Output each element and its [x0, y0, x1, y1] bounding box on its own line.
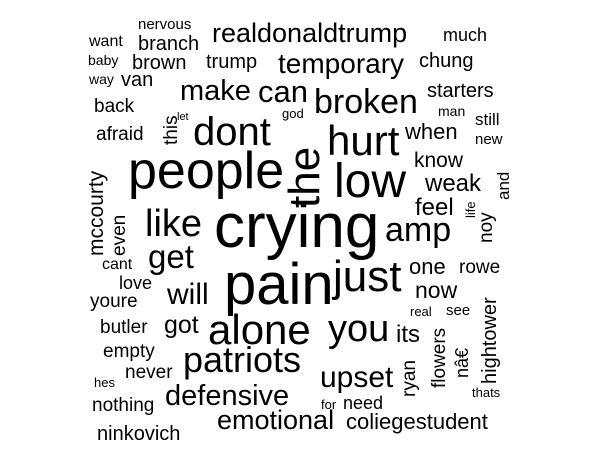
word-trump: trump: [206, 51, 258, 73]
word-you: you: [328, 308, 390, 350]
word-its: its: [396, 321, 420, 348]
word-butler: butler: [100, 317, 148, 338]
word-rowe: rowe: [459, 257, 501, 278]
word-amp: amp: [385, 211, 452, 249]
word-defensive: defensive: [165, 380, 290, 412]
word-real: real: [410, 304, 432, 319]
word-coliegestudent: coliegestudent: [346, 409, 488, 434]
word-just: just: [333, 252, 402, 301]
word-flowers: flowers: [429, 327, 450, 388]
word-way: way: [89, 71, 114, 87]
word-nothing: nothing: [92, 395, 155, 416]
word-people: people: [128, 142, 285, 200]
word-ryan: ryan: [399, 360, 420, 397]
word-patriots: patriots: [183, 339, 302, 380]
word-man: man: [438, 103, 466, 119]
word-know: know: [414, 149, 464, 172]
word-the: the: [280, 146, 329, 208]
word-this: this: [161, 115, 182, 145]
word-low: low: [334, 155, 407, 208]
word-crying: crying: [214, 192, 380, 261]
word-weak: weak: [425, 170, 482, 197]
word-make: make: [180, 75, 251, 107]
word-back: back: [94, 96, 135, 117]
word-temporary: temporary: [278, 48, 405, 79]
word-new: new: [475, 131, 503, 148]
word-like: like: [145, 203, 203, 245]
word-baby: baby: [88, 52, 119, 68]
word-hes: hes: [94, 375, 115, 390]
word-let: let: [177, 111, 189, 123]
word-one: one: [409, 254, 446, 279]
word-cant: cant: [102, 256, 133, 273]
word-will: will: [167, 278, 209, 311]
word-ninkovich: ninkovich: [97, 423, 181, 445]
word-still: still: [475, 110, 500, 129]
word-thats: thats: [472, 385, 501, 400]
word-dont: dont: [193, 110, 271, 154]
word-pain: pain: [224, 252, 334, 317]
word-nervous: nervous: [138, 16, 192, 33]
word-and: and: [494, 171, 513, 200]
word-chung: chung: [419, 50, 474, 72]
word-feel: feel: [415, 194, 454, 221]
word-afraid: afraid: [96, 124, 144, 145]
word-branch: branch: [138, 33, 200, 55]
word-now: now: [415, 277, 458, 303]
word-even: even: [109, 214, 130, 256]
word-empty: empty: [103, 341, 155, 362]
word-see: see: [446, 302, 471, 319]
word-broken: broken: [314, 83, 418, 121]
word-mccourty: mccourty: [85, 170, 108, 256]
word-much: much: [443, 25, 488, 45]
word-upset: upset: [320, 361, 394, 394]
word-love: love: [119, 273, 153, 293]
word-brown: brown: [132, 52, 187, 74]
word-youre: youre: [90, 291, 138, 312]
word-noy: noy: [476, 212, 497, 243]
word-got: got: [164, 311, 199, 339]
word-starters: starters: [427, 80, 494, 102]
word-need: need: [343, 393, 384, 413]
word-na: nâ€: [452, 347, 472, 378]
word-get: get: [148, 238, 194, 275]
word-god: god: [282, 106, 304, 121]
word-emotional: emotional: [217, 405, 335, 435]
word-hurt: hurt: [327, 117, 400, 164]
word-realdonaldtrump: realdonaldtrump: [212, 18, 408, 48]
word-van: van: [121, 69, 154, 91]
word-never: never: [125, 362, 173, 383]
word-want: want: [89, 33, 123, 50]
word-for: for: [321, 397, 337, 412]
word-when: when: [405, 119, 458, 144]
word-hightower: hightower: [479, 297, 501, 384]
word-alone: alone: [208, 306, 311, 353]
word-can: can: [258, 74, 308, 109]
